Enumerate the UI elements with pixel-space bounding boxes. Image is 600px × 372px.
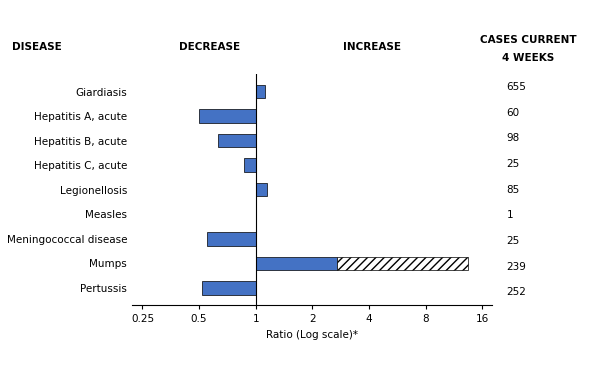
Bar: [202, 281, 256, 295]
Text: 25: 25: [506, 159, 520, 169]
Bar: [256, 257, 337, 270]
Bar: [199, 109, 256, 123]
Bar: [256, 85, 265, 98]
Text: 25: 25: [506, 236, 520, 246]
Bar: [337, 257, 469, 270]
Text: 4 WEEKS: 4 WEEKS: [502, 53, 554, 63]
Text: 1: 1: [506, 210, 513, 220]
Text: 252: 252: [506, 287, 526, 297]
Bar: [218, 134, 256, 147]
Text: DISEASE: DISEASE: [12, 42, 62, 52]
Text: INCREASE: INCREASE: [343, 42, 401, 52]
Text: 655: 655: [506, 82, 526, 92]
Text: 85: 85: [506, 185, 520, 195]
Bar: [207, 232, 256, 246]
Text: DECREASE: DECREASE: [179, 42, 241, 52]
X-axis label: Ratio (Log scale)*: Ratio (Log scale)*: [266, 330, 358, 340]
Text: 60: 60: [506, 108, 520, 118]
Text: 98: 98: [506, 134, 520, 144]
Text: 239: 239: [506, 262, 526, 272]
Bar: [244, 158, 256, 172]
Bar: [256, 183, 267, 196]
Text: CASES CURRENT: CASES CURRENT: [479, 35, 577, 45]
